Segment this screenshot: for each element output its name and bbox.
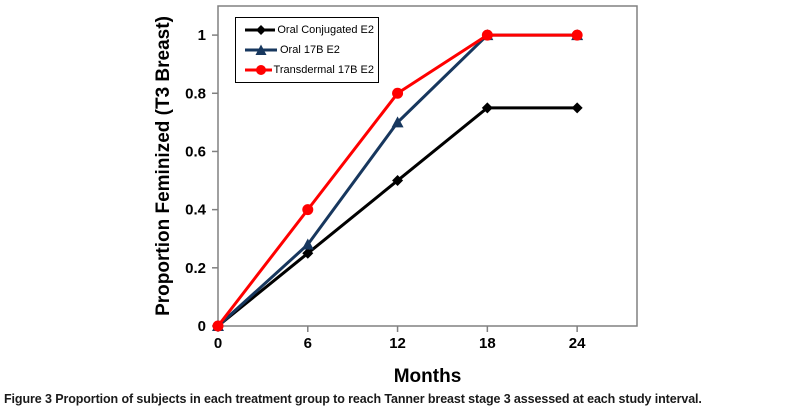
y-tick-label: 0.2 (185, 260, 206, 277)
circle-marker-transdermal-17b-e2 (302, 204, 314, 216)
chart-legend: Oral Conjugated E2 Oral 17B E2 Transderm… (235, 17, 379, 83)
y-tick-label: 0.6 (185, 143, 206, 160)
circle-marker-transdermal-17b-e2 (212, 320, 224, 332)
circle-marker-transdermal-17b-e2 (392, 87, 404, 99)
plot-frame (217, 5, 638, 327)
diamond-marker-oral-conjugated-e2 (571, 102, 583, 114)
chart-canvas: 0 0.2 0.4 0.6 0.8 1 0 6 12 18 24 Proportion Feminiz… (153, 5, 638, 387)
caption-text: Proportion of subjects in each treatment… (55, 392, 702, 406)
diamond-marker-oral-conjugated-e2 (392, 175, 404, 187)
legend-sample-diamond (245, 25, 276, 35)
circle-marker-icon (256, 65, 266, 75)
x-tick-label: 0 (214, 335, 222, 352)
legend-item-oral-17b-e2: Oral 17B E2 (244, 40, 374, 60)
triangle-marker-oral-17b-e2 (391, 116, 404, 128)
caption-label: Figure 3 (4, 392, 52, 406)
y-tick-label: 1 (198, 27, 206, 44)
y-tick-label: 0 (198, 318, 206, 335)
legend-label-oral-17b-e2: Oral 17B E2 (280, 44, 340, 56)
triangle-marker-icon (255, 44, 267, 55)
x-tick-label: 24 (569, 335, 586, 352)
circle-marker-transdermal-17b-e2 (571, 29, 583, 41)
legend-sample-triangle (245, 44, 277, 55)
circle-marker-transdermal-17b-e2 (481, 29, 493, 41)
y-tick-label: 0.4 (185, 202, 207, 219)
legend-label-transdermal-17b-e2: Transdermal 17B E2 (273, 64, 374, 76)
x-tick-label: 18 (479, 335, 496, 352)
legend-item-transdermal-17b-e2: Transdermal 17B E2 (244, 60, 374, 80)
x-tick-label: 6 (304, 335, 312, 352)
x-tick-label: 12 (389, 335, 406, 352)
series-line-oral-conjugated-e2 (217, 106, 578, 328)
figure-caption: Figure 3 Proportion of subjects in each … (4, 392, 792, 406)
y-axis-title: Proportion Feminized (T3 Breast) (153, 16, 174, 316)
diamond-marker-icon (256, 25, 266, 35)
y-tick-label: 0.8 (185, 85, 206, 102)
legend-item-oral-conjugated-e2: Oral Conjugated E2 (244, 20, 374, 40)
triangle-marker-oral-17b-e2 (301, 238, 314, 250)
diamond-marker-oral-conjugated-e2 (302, 247, 314, 259)
legend-sample-circle (245, 65, 272, 75)
x-axis-title: Months (394, 366, 462, 387)
legend-label-oral-conjugated-e2: Oral Conjugated E2 (277, 24, 374, 36)
diamond-marker-oral-conjugated-e2 (481, 102, 493, 114)
